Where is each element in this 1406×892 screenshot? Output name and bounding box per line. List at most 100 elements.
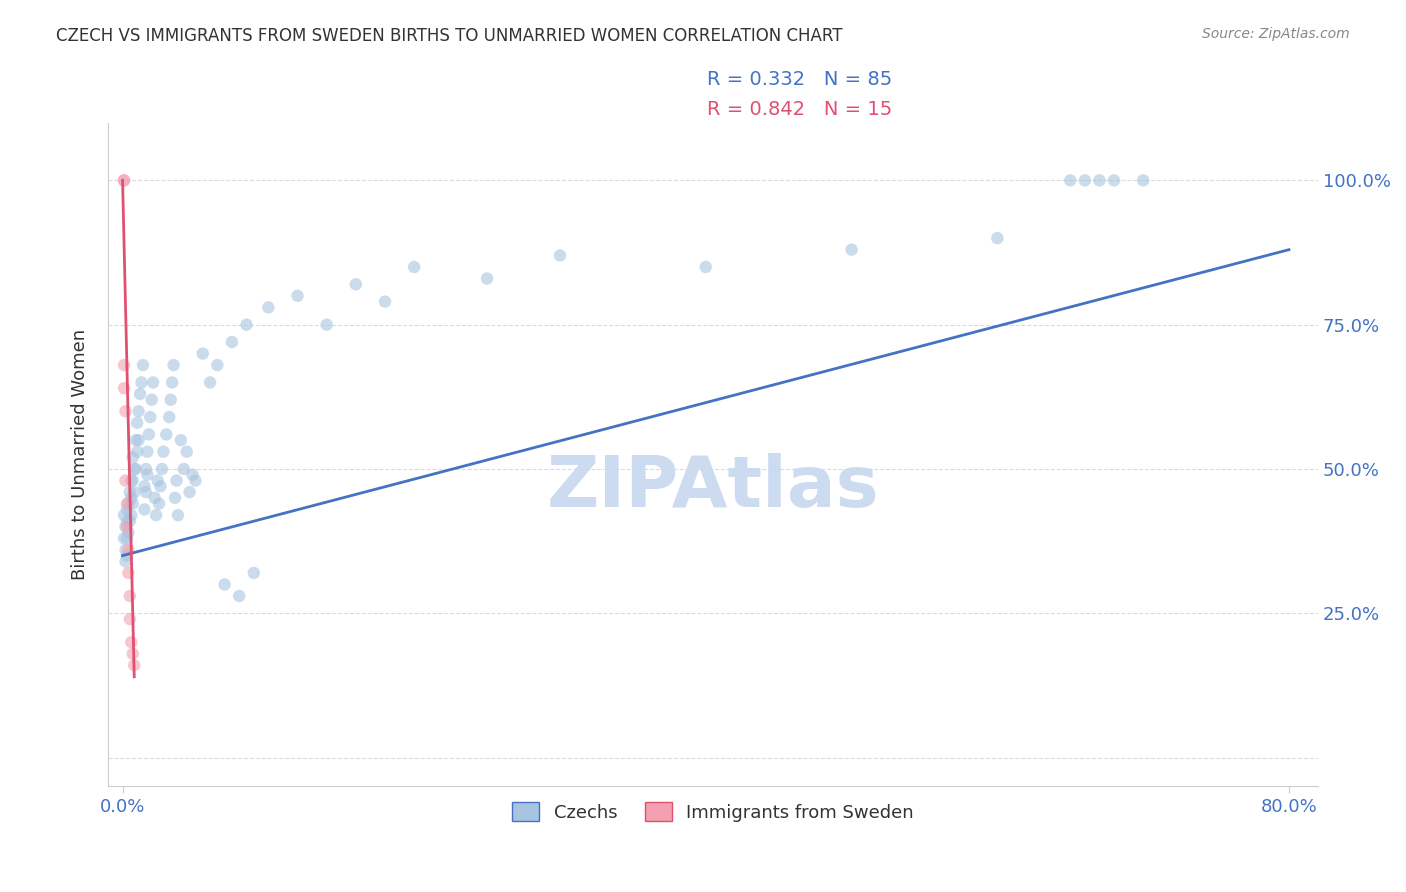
Point <box>127 444 149 458</box>
Text: R = 0.332   N = 85: R = 0.332 N = 85 <box>707 70 893 89</box>
Point <box>115 502 138 516</box>
Point <box>1088 173 1111 187</box>
Point <box>548 248 571 262</box>
Y-axis label: Births to Unmarried Women: Births to Unmarried Women <box>72 329 89 580</box>
Point <box>117 525 139 540</box>
Text: Source: ZipAtlas.com: Source: ZipAtlas.com <box>1202 27 1350 41</box>
Point <box>114 404 136 418</box>
Point <box>115 520 138 534</box>
Point <box>131 376 153 390</box>
Point <box>315 318 337 332</box>
Text: CZECH VS IMMIGRANTS FROM SWEDEN BIRTHS TO UNMARRIED WOMEN CORRELATION CHART: CZECH VS IMMIGRANTS FROM SWEDEN BIRTHS T… <box>56 27 842 45</box>
Text: R = 0.842   N = 15: R = 0.842 N = 15 <box>707 100 893 119</box>
Point <box>136 467 159 482</box>
Point <box>1132 173 1154 187</box>
Point <box>129 387 152 401</box>
Point <box>152 444 174 458</box>
Point <box>138 427 160 442</box>
Point <box>1059 173 1081 187</box>
Point <box>118 612 141 626</box>
Point <box>128 433 150 447</box>
Point <box>134 479 156 493</box>
Point <box>118 514 141 528</box>
Point <box>165 491 187 505</box>
Point <box>122 485 145 500</box>
Point <box>135 485 157 500</box>
Point <box>114 554 136 568</box>
Point <box>114 542 136 557</box>
Point <box>114 520 136 534</box>
Point <box>117 542 139 557</box>
Point <box>132 358 155 372</box>
Point <box>181 467 204 482</box>
Point <box>115 531 138 545</box>
Point <box>150 462 173 476</box>
Point <box>173 462 195 476</box>
Point <box>115 497 138 511</box>
Point <box>214 577 236 591</box>
Point <box>120 635 142 649</box>
Point <box>198 376 221 390</box>
Point <box>167 508 190 523</box>
Point <box>145 508 167 523</box>
Point <box>166 474 188 488</box>
Point <box>121 474 143 488</box>
Point <box>146 474 169 488</box>
Point <box>139 410 162 425</box>
Point <box>118 589 141 603</box>
Point <box>125 462 148 476</box>
Point <box>115 549 138 563</box>
Point <box>170 433 193 447</box>
Point <box>117 497 139 511</box>
Point <box>986 231 1008 245</box>
Point <box>112 173 135 187</box>
Point <box>287 289 309 303</box>
Point <box>122 462 145 476</box>
Point <box>235 318 257 332</box>
Point <box>404 260 426 274</box>
Point <box>121 450 143 465</box>
Point <box>125 433 148 447</box>
Point <box>841 243 863 257</box>
Point <box>122 658 145 673</box>
Point <box>112 531 135 545</box>
Point <box>112 381 135 395</box>
Point <box>243 566 266 580</box>
Point <box>1102 173 1125 187</box>
Point <box>134 502 156 516</box>
Point <box>176 444 198 458</box>
Point <box>128 404 150 418</box>
Point <box>162 358 184 372</box>
Point <box>112 173 135 187</box>
Point <box>121 497 143 511</box>
Text: ZIPAtlas: ZIPAtlas <box>547 453 879 522</box>
Point <box>114 474 136 488</box>
Point <box>344 277 367 292</box>
Point <box>117 566 139 580</box>
Point <box>136 444 159 458</box>
Point <box>1074 173 1097 187</box>
Point <box>120 491 142 505</box>
Point <box>228 589 250 603</box>
Point <box>257 301 280 315</box>
Point <box>143 491 166 505</box>
Point <box>191 346 214 360</box>
Point <box>695 260 717 274</box>
Point <box>221 334 243 349</box>
Point <box>374 294 396 309</box>
Point <box>120 508 142 523</box>
Point <box>141 392 163 407</box>
Legend: Czechs, Immigrants from Sweden: Czechs, Immigrants from Sweden <box>503 793 922 830</box>
Point <box>121 647 143 661</box>
Point <box>475 271 498 285</box>
Point <box>179 485 201 500</box>
Point <box>142 376 165 390</box>
Point <box>155 427 177 442</box>
Point <box>135 462 157 476</box>
Point <box>118 485 141 500</box>
Point <box>149 479 172 493</box>
Point <box>112 508 135 523</box>
Point <box>157 410 180 425</box>
Point <box>148 497 170 511</box>
Point <box>159 392 181 407</box>
